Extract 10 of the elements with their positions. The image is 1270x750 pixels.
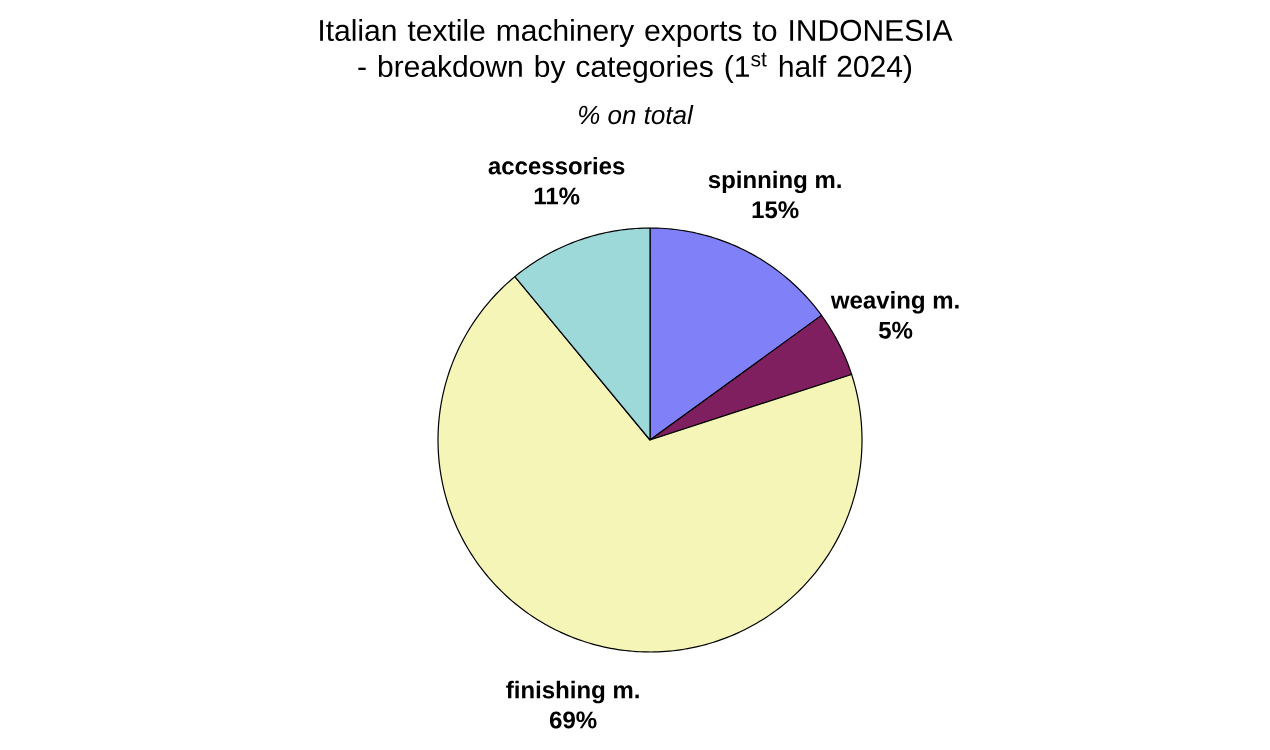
slice-label: weaving m.	[830, 291, 959, 314]
slice-label: accessories	[488, 156, 625, 175]
slice-label: finishing m.	[506, 680, 639, 704]
chart-subtitle: % on total	[579, 105, 694, 125]
chart-title: Italian textile machinery exports to INDONESIA - breakdown by categories (1$^{st}$ half 2024)	[320, 19, 953, 84]
data-label: 11%	[534, 187, 580, 205]
data-label: 15%	[752, 201, 799, 219]
data-label: 69%	[549, 711, 597, 729]
slice-label: spinning m.	[708, 170, 841, 194]
data-label: 5%	[878, 321, 913, 339]
